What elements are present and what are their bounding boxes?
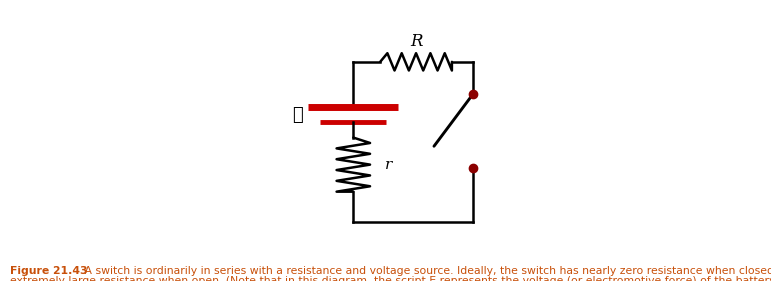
Text: A switch is ordinarily in series with a resistance and voltage source. Ideally, : A switch is ordinarily in series with a … [81, 266, 771, 276]
Text: ℰ: ℰ [291, 106, 302, 124]
Text: Figure 21.43: Figure 21.43 [10, 266, 88, 276]
Text: r: r [385, 158, 392, 172]
Text: R: R [410, 33, 423, 50]
Text: extremely large resistance when open. (Note that in this diagram, the script E r: extremely large resistance when open. (N… [10, 276, 771, 281]
